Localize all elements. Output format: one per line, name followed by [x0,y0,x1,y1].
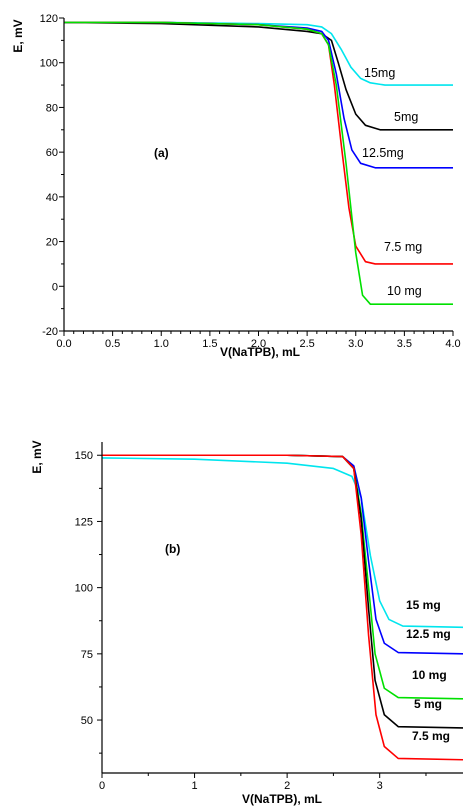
chart-a-x-tick-label: 0.5 [105,338,120,350]
chart-a-x-tick-label: 1.5 [202,338,217,350]
chart-b-series-label-12-5-mg: 12.5 mg [406,627,451,641]
chart-b-series-line-7-5-mg [102,454,463,761]
chart-b-y-axis-title: E, mV [30,440,44,473]
chart-a-panel-label: (a) [154,146,169,160]
chart-b-x-axis-title: V(NaTPB), mL [242,792,322,806]
chart-a-x-tick-label: 3.5 [397,338,412,350]
chart-b-x-tick-label: 3 [377,780,383,792]
chart-a-y-tick-label: 80 [46,102,58,114]
chart-b-x-tick-label: 1 [192,780,198,792]
chart-a-series-line-5mg [63,21,453,131]
chart-a-y-tick-label: 40 [46,192,58,204]
chart-a-x-tick-label: 2.0 [251,338,266,350]
chart-b-series-label-7-5-mg: 7.5 mg [412,729,450,743]
chart-a-x-tick-label: 3.0 [348,338,363,350]
chart-b-series-line-12-5-mg [102,454,463,655]
chart-b-series-label-15-mg: 15 mg [406,598,441,612]
chart-b-series-line-5-mg [102,454,463,729]
chart-a-y-tick-label: 20 [46,237,58,249]
chart-b-series-label-10-mg: 10 mg [412,668,447,682]
chart-b-panel-label: (b) [165,542,180,556]
chart-b-x-tick-label: 0 [99,780,105,792]
chart-a-x-axis-title: V(NaTPB), mL [220,345,300,359]
chart-a-series-line-10-mg [64,21,453,305]
chart-a-series-label-7-5-mg: 7.5 mg [384,240,422,254]
chart-b-series-label-5-mg: 5 mg [414,697,442,711]
chart-a-series-label-15mg: 15mg [364,66,395,80]
chart-b-y-tick-label: 50 [81,715,93,727]
chart-b-y-tick-label: 75 [81,649,93,661]
chart-b-y-tick-label: 150 [75,450,93,462]
chart-b-series-line-10-mg [102,454,463,700]
chart-a-y-tick-label: 60 [46,147,58,159]
chart-a-y-tick-label: -20 [42,326,58,338]
chart-a-series-line-15mg [64,21,453,86]
chart-a-y-tick-label: 120 [40,13,58,25]
chart-a-x-tick-label: 0.0 [56,338,71,350]
chart-b-x-tick-label: 2 [284,780,290,792]
chart-a-series-line-7-5-mg [64,21,453,265]
chart-b-y-tick-label: 100 [75,583,93,595]
chart-a-y-tick-label: 100 [40,58,58,70]
chart-a-x-tick-label: 1.0 [154,338,169,350]
chart-a-x-tick-label: 2.5 [299,338,314,350]
chart-b-y-tick-label: 125 [75,516,93,528]
chart-a-y-axis-title: E, mV [11,19,25,52]
chart-a-series-label-5mg: 5mg [394,110,418,124]
chart-a-series-label-12-5mg: 12.5mg [362,146,404,160]
chart-a-series-label-10-mg: 10 mg [387,284,422,298]
chart-a-y-tick-label: 0 [52,281,58,293]
chart-a-x-tick-label: 4.0 [445,338,460,350]
